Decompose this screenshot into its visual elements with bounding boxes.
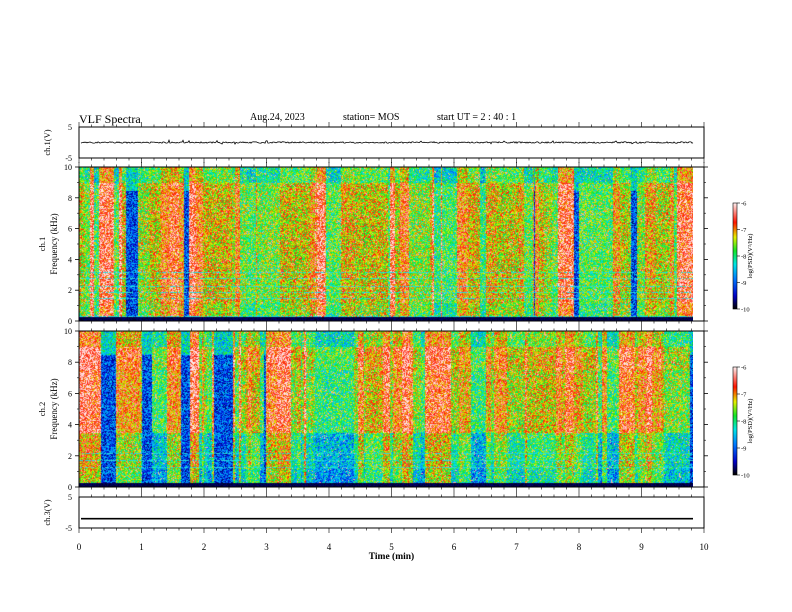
xtick-label: 4: [327, 542, 332, 552]
panel-frame: [78, 496, 705, 529]
waveform-ch1: [80, 139, 694, 145]
colorbar-tick-label: -8: [741, 419, 746, 426]
colorbar-tick-label: -6: [741, 201, 747, 208]
ytick-label: 8: [68, 358, 72, 367]
spectrogram-layer: [79, 167, 737, 487]
ytick-label: 10: [64, 163, 72, 172]
ylabel: ch.3(V): [42, 499, 52, 525]
colorbar-1: [733, 203, 737, 309]
xlabel: Time (min): [369, 551, 414, 562]
xtick-label: 10: [700, 542, 710, 552]
ytick-label: 6: [68, 389, 72, 398]
xtick-label: 3: [264, 542, 269, 552]
start-time-label: start UT = 2 : 40 : 1: [437, 112, 517, 123]
ytick-label: 4: [68, 421, 72, 430]
colorbar-tick-label: -8: [741, 254, 746, 261]
station-label: station= MOS: [343, 112, 400, 123]
colorbar-tick-label: -7: [741, 227, 747, 234]
ylabel-channel: ch.2: [37, 402, 47, 416]
spectrogram-ch1: [79, 167, 693, 321]
ytick-label: 0: [68, 483, 72, 492]
ylabel: ch.1(V): [42, 129, 52, 155]
waveform-layer: [80, 139, 694, 520]
colorbar-tick-label: -9: [741, 280, 746, 287]
colorbar-tick-label: -10: [741, 473, 750, 480]
ylabel-channel: ch.1: [37, 237, 47, 251]
ylabel-frequency: Frequency (kHz): [49, 213, 59, 274]
xtick-label: 9: [639, 542, 644, 552]
xtick-label: 6: [452, 542, 457, 552]
axes-layer: [75, 122, 740, 533]
ytick-label: 0: [68, 317, 72, 326]
ytick-label: 5: [68, 493, 72, 502]
ytick-label: 2: [68, 286, 72, 295]
ytick-label: 10: [64, 327, 72, 336]
ytick-label: 4: [68, 255, 72, 264]
colorbar-label: log(PSD)(V²/Hz): [747, 399, 754, 444]
figure-title: VLF Spectra: [79, 112, 141, 126]
colorbar-label: log(PSD)(V²/Hz): [747, 234, 754, 279]
ytick-label: 5: [68, 123, 72, 132]
xtick-label: 7: [514, 542, 519, 552]
colorbar-tick-label: -10: [741, 307, 750, 314]
ytick-label: 2: [68, 452, 72, 461]
xtick-label: 0: [77, 542, 82, 552]
date-label: Aug.24, 2023: [250, 112, 305, 123]
spectrogram-ch2: [79, 331, 693, 487]
labels-layer: 5 -5 ch.1(V) -6 -7 -8 -9 -10 log(PSD)(V²/Hz) 0 2 4 6…: [37, 123, 754, 562]
ytick-label: -5: [65, 154, 72, 163]
ylabel-frequency: Frequency (kHz): [49, 378, 59, 439]
colorbar-tick-label: -7: [741, 392, 747, 399]
colorbar-tick-label: -6: [741, 365, 747, 372]
ytick-label: 6: [68, 225, 72, 234]
ytick-label: 8: [68, 194, 72, 203]
xtick-label: 8: [577, 542, 582, 552]
colorbar-2: [733, 367, 737, 475]
xtick-label: 1: [139, 542, 144, 552]
xtick-label: 2: [202, 542, 207, 552]
colorbar-tick-label: -9: [741, 446, 746, 453]
xtick-label: 5: [389, 542, 394, 552]
ytick-label: -5: [65, 524, 72, 533]
